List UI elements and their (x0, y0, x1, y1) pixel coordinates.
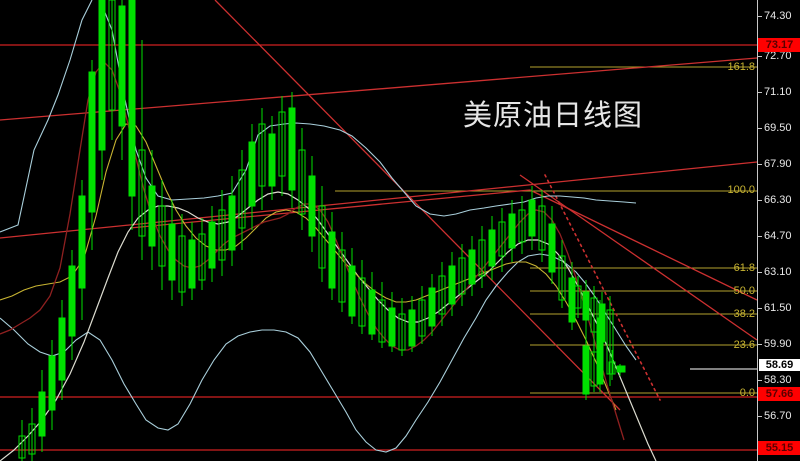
tick-label: 74.30 (764, 10, 792, 22)
boll-upper-band (0, 0, 637, 233)
channel-ascending-trendline (0, 161, 757, 239)
mid-ascending-trendline (129, 189, 531, 229)
price-tick: 69.50 (758, 122, 800, 135)
price-tick: 64.70 (758, 230, 800, 243)
support-badge[interactable]: 55.15 (758, 441, 800, 455)
price-tick: 61.50 (758, 302, 800, 315)
tick-dash (758, 380, 762, 381)
tick-dash (758, 200, 762, 201)
tick-dash (758, 128, 762, 129)
tick-dash (758, 344, 762, 345)
bollinger-bands (0, 0, 637, 453)
price-tick: 72.70 (758, 50, 800, 63)
fibonacci-label-23: 23.6 (733, 339, 755, 351)
candlestick-series (18, 0, 626, 461)
tick-dash (758, 308, 762, 309)
tick-label: 63.10 (764, 266, 792, 278)
chart-canvas (0, 0, 757, 461)
fibonacci-label-61: 61.8 (733, 262, 755, 274)
chart-plot-area[interactable]: 美原油日线图 161.8 100.0 61.8 50.0 38.2 23.6 0… (0, 0, 757, 461)
crosshair-price-label: 58.69 (758, 358, 800, 372)
fibonacci-label-38: 38.2 (733, 308, 755, 320)
tick-label: 64.70 (764, 230, 792, 242)
chart-title-watermark: 美原油日线图 (463, 98, 644, 132)
tick-label: 72.70 (764, 50, 792, 62)
price-tick: 56.70 (758, 410, 800, 423)
boll-lower-band (0, 253, 637, 453)
price-tick: 63.10 (758, 266, 800, 279)
resistance-badge[interactable]: 73.17 (758, 38, 800, 52)
tick-label: 56.70 (764, 410, 792, 422)
tick-label: 59.90 (764, 338, 792, 350)
last-price-badge[interactable]: 57.66 (758, 387, 800, 401)
tick-dash (758, 164, 762, 165)
tick-dash (758, 16, 762, 17)
candle-group-left (18, 0, 216, 461)
price-tick: 71.10 (758, 86, 800, 99)
tick-dash (758, 92, 762, 93)
tick-label: 58.30 (764, 374, 792, 386)
ma-slow-line (0, 191, 657, 461)
tick-label: 71.10 (764, 86, 792, 98)
candle-group-mid (218, 92, 416, 356)
fibonacci-label-50: 50.0 (733, 285, 755, 297)
ma-mid-line (0, 123, 617, 411)
price-tick: 58.30 (758, 374, 800, 387)
fibonacci-label-100: 100.0 (727, 184, 755, 196)
lower-ascending-trendline (0, 57, 757, 121)
price-tick: 74.30 (758, 10, 800, 23)
candle-group-decline (548, 206, 626, 400)
price-tick: 67.90 (758, 158, 800, 171)
price-tick: 66.30 (758, 194, 800, 207)
fibonacci-label-161: 161.8 (727, 61, 755, 73)
fibonacci-label-0: 0.0 (739, 387, 755, 399)
upper-descending-trendline (214, 0, 621, 411)
price-tick: 59.90 (758, 338, 800, 351)
dotted-trendline-group (544, 174, 661, 401)
candle-group-recovery (418, 186, 546, 344)
price-axis[interactable]: 74.30 72.70 71.10 69.50 67.90 66.30 64.7… (757, 0, 800, 461)
tick-label: 67.90 (764, 158, 792, 170)
ma-fast-line (0, 61, 625, 441)
dotted-descending-trendline (544, 174, 661, 401)
trendlines (0, 0, 757, 411)
tick-label: 61.50 (764, 302, 792, 314)
tick-label: 66.30 (764, 194, 792, 206)
tick-dash (758, 236, 762, 237)
tick-dash (758, 416, 762, 417)
tick-dash (758, 272, 762, 273)
horizontal-sr-lines (0, 44, 757, 451)
tick-dash (758, 56, 762, 57)
tick-label: 69.50 (764, 122, 792, 134)
